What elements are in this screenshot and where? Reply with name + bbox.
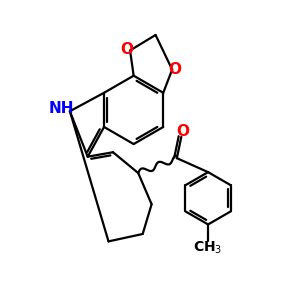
- Text: O: O: [169, 61, 182, 76]
- Text: O: O: [176, 124, 189, 139]
- Text: NH: NH: [48, 101, 74, 116]
- Text: CH$_3$: CH$_3$: [194, 240, 223, 256]
- Text: O: O: [120, 42, 133, 57]
